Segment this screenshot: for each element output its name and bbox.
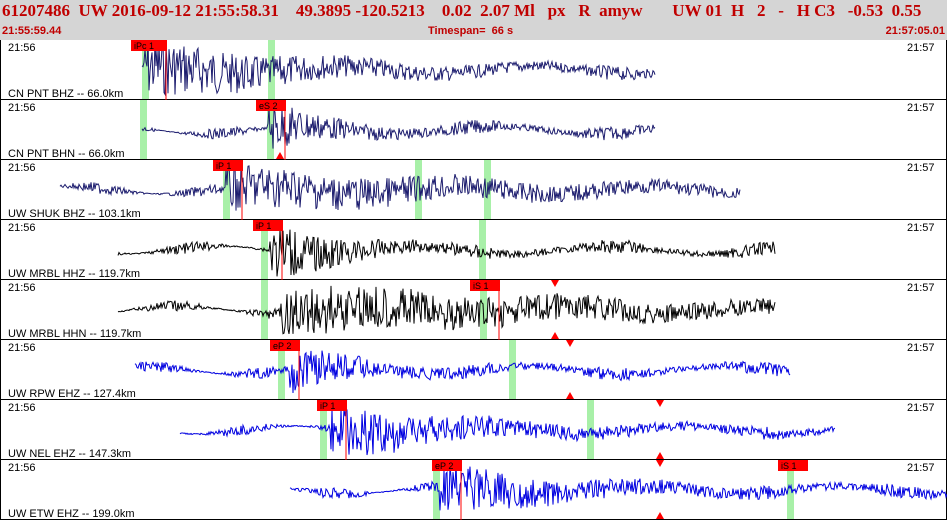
pick-label: iS 1 — [781, 461, 797, 471]
start-tick-label: 21:56 — [8, 102, 36, 114]
end-tick-label: 21:57 — [907, 222, 935, 234]
event-summary-line: 61207486 UW 2016-09-12 21:55:58.31 49.38… — [2, 1, 922, 20]
waveform-trace — [141, 40, 656, 97]
channel-label: CN PNT BHZ -- 66.0km — [8, 88, 123, 100]
arrival-arrow-up-icon — [656, 452, 664, 459]
pick-marker — [317, 400, 347, 411]
trace-row[interactable]: eP 2 UW RPW EHZ -- 127.4km 21:56 21:57 — [0, 340, 947, 400]
seismogram-panel[interactable]: iPc 1 CN PNT BHZ -- 66.0km 21:56 21:57 eS 2 C… — [0, 40, 947, 520]
pick-label: eS 2 — [259, 101, 278, 111]
channel-label: UW SHUK BHZ -- 103.1km — [8, 208, 141, 220]
trace-row[interactable]: iP 1 UW MRBL HHZ -- 119.7km 21:56 21:57 — [0, 220, 947, 280]
waveform-trace — [117, 285, 776, 335]
arrival-arrow-down-icon — [276, 100, 284, 107]
end-tick-label: 21:57 — [907, 282, 935, 294]
pick-band — [278, 340, 285, 399]
pick-marker — [256, 100, 286, 111]
pick-label: iP 1 — [256, 221, 271, 231]
trace-row[interactable]: eP 2 iS 1 UW ETW EHZ -- 199.0km 21:56 21:57 — [0, 460, 947, 520]
arrival-arrow-down-icon — [566, 340, 574, 347]
end-tick-label: 21:57 — [907, 102, 935, 114]
arrival-arrow-up-icon — [276, 152, 284, 159]
pick-band — [223, 160, 230, 219]
waveform-trace — [289, 461, 947, 511]
start-tick-label: 21:56 — [8, 222, 36, 234]
start-tick-label: 21:56 — [8, 42, 36, 54]
start-tick-label: 21:56 — [8, 402, 36, 414]
pick-band — [261, 280, 268, 339]
pick-label: iP 1 — [320, 401, 335, 411]
pick-marker — [213, 160, 243, 171]
channel-label: UW RPW EHZ -- 127.4km — [8, 388, 136, 400]
pick-marker — [131, 40, 167, 51]
end-tick-label: 21:57 — [907, 342, 935, 354]
pick-label: iP 1 — [216, 161, 231, 171]
pick-band — [320, 400, 327, 459]
trace-row[interactable]: eS 2 CN PNT BHN -- 66.0km 21:56 21:57 — [0, 100, 947, 160]
trace-row[interactable]: iPc 1 CN PNT BHZ -- 66.0km 21:56 21:57 — [0, 40, 947, 100]
end-tick-label: 21:57 — [907, 42, 935, 54]
pick-marker — [253, 220, 283, 231]
start-tick-label: 21:56 — [8, 282, 36, 294]
waveform-trace — [179, 407, 836, 456]
end-tick-label: 21:57 — [907, 162, 935, 174]
end-tick-label: 21:57 — [907, 462, 935, 474]
pick-band — [268, 40, 275, 99]
waveform-trace — [134, 350, 791, 394]
window-end-time: 21:57:05.01 — [885, 25, 945, 37]
pick-label: eP 2 — [435, 461, 453, 471]
trace-row[interactable]: iP 1 UW SHUK BHZ -- 103.1km 21:56 21:57 — [0, 160, 947, 220]
start-tick-label: 21:56 — [8, 342, 36, 354]
pick-marker — [778, 460, 808, 471]
arrival-arrow-down-icon — [656, 460, 664, 467]
waveform-trace — [141, 107, 656, 149]
start-tick-label: 21:56 — [8, 462, 36, 474]
pick-marker — [470, 280, 500, 291]
pick-marker — [432, 460, 462, 471]
arrival-arrow-up-icon — [566, 392, 574, 399]
end-tick-label: 21:57 — [907, 402, 935, 414]
arrival-arrow-down-icon — [551, 280, 559, 287]
arrival-arrow-up-icon — [656, 512, 664, 519]
trace-row[interactable]: iS 1 UW MRBL HHN -- 119.7km 21:56 21:57 — [0, 280, 947, 340]
pick-band — [433, 460, 440, 519]
timespan-label: Timespan= 66 s — [428, 25, 514, 37]
channel-label: UW MRBL HHZ -- 119.7km — [8, 268, 140, 280]
pick-band — [142, 40, 149, 99]
pick-marker — [270, 340, 300, 351]
channel-label: UW ETW EHZ -- 199.0km — [8, 508, 135, 520]
waveform-trace — [59, 162, 741, 211]
arrival-arrow-down-icon — [656, 400, 664, 407]
event-header: 61207486 UW 2016-09-12 21:55:58.31 49.38… — [0, 0, 947, 40]
channel-label: CN PNT BHN -- 66.0km — [8, 148, 125, 160]
trace-row[interactable]: iP 1 UW NEL EHZ -- 147.3km 21:56 21:57 — [0, 400, 947, 460]
pick-band — [509, 340, 516, 399]
pick-band — [787, 460, 794, 519]
pick-label: iS 1 — [473, 281, 489, 291]
pick-band — [267, 100, 274, 159]
trace-canvas[interactable]: iPc 1 CN PNT BHZ -- 66.0km 21:56 21:57 eS 2 C… — [0, 40, 947, 520]
pick-label: iPc 1 — [134, 41, 154, 51]
arrival-arrow-up-icon — [551, 332, 559, 339]
channel-label: UW NEL EHZ -- 147.3km — [8, 448, 131, 460]
start-tick-label: 21:56 — [8, 162, 36, 174]
channel-label: UW MRBL HHN -- 119.7km — [8, 328, 141, 340]
pick-label: eP 2 — [273, 341, 291, 351]
window-start-time: 21:55:59.44 — [2, 25, 62, 37]
waveform-trace — [117, 229, 776, 277]
pick-band — [415, 160, 422, 219]
